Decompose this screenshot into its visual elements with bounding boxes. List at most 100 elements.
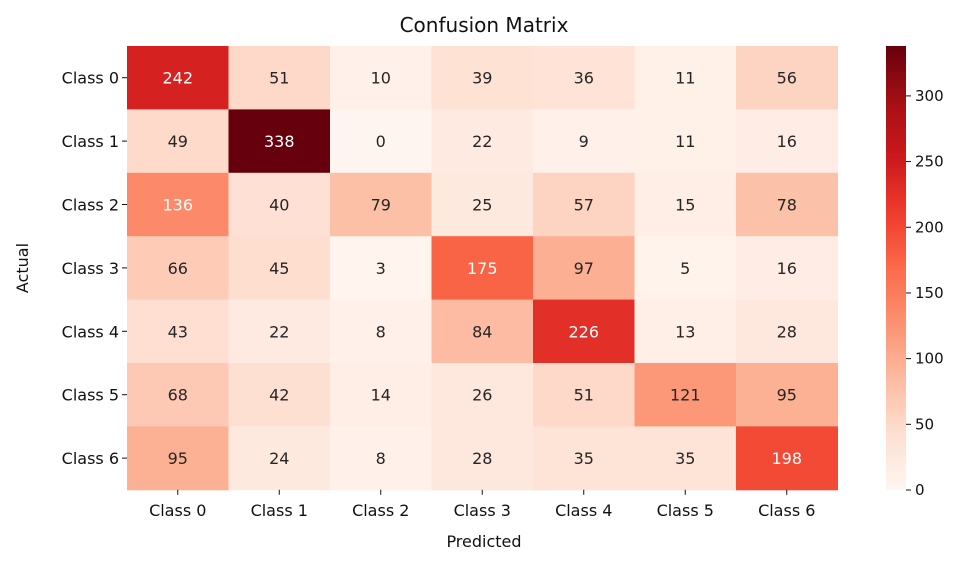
- cell-value-label: 42: [269, 386, 289, 405]
- heatmap-cell: [533, 299, 635, 364]
- heatmap-cell: [533, 363, 635, 427]
- cell-value-label: 28: [472, 449, 492, 468]
- cell-value-label: 57: [574, 196, 594, 215]
- y-tick-label: Class 2: [62, 196, 119, 215]
- cell-value-label: 95: [777, 386, 797, 405]
- y-tick-label: Class 4: [62, 322, 119, 341]
- heatmap-cell: [634, 299, 737, 364]
- cell-value-label: 49: [168, 132, 188, 151]
- y-tick-label: Class 0: [62, 69, 119, 88]
- heatmap-cell: [431, 299, 534, 364]
- heatmap-cell: [533, 236, 635, 301]
- cell-value-label: 25: [472, 196, 492, 215]
- x-axis-title: Predicted: [446, 532, 521, 551]
- colorbar-tick-label: 150: [915, 284, 944, 302]
- cell-value-label: 16: [777, 132, 797, 151]
- cell-value-label: 45: [269, 259, 289, 278]
- cell-value-label: 43: [168, 322, 188, 341]
- heatmap-cell: [228, 363, 331, 427]
- cell-value-label: 5: [680, 259, 690, 278]
- x-axis-ticks: Class 0 Class 1 Class 2 Class 3 Class 4 Class…: [149, 489, 815, 520]
- heatmap-cell: [736, 46, 838, 110]
- heatmap-cell: [431, 363, 534, 427]
- heatmap-cell: [533, 172, 635, 237]
- heatmap-cell: [736, 109, 838, 174]
- cell-value-label: 79: [371, 196, 391, 215]
- chart-title: Confusion Matrix: [400, 13, 569, 37]
- cell-value-label: 8: [376, 322, 386, 341]
- heatmap-cell: [634, 172, 737, 237]
- heatmap-cell: [431, 426, 534, 491]
- heatmap-cell: [127, 172, 229, 237]
- cell-value-label: 39: [472, 69, 492, 88]
- cell-value-label: 121: [670, 386, 701, 405]
- cell-value-label: 175: [467, 259, 498, 278]
- heatmap-cell: [228, 172, 331, 237]
- heatmap-cell: [431, 172, 534, 237]
- heatmap-cell: [228, 426, 331, 491]
- cell-value-label: 14: [371, 386, 391, 405]
- heatmap-cell: [634, 236, 737, 301]
- cell-value-label: 9: [579, 132, 589, 151]
- cell-value-label: 56: [777, 69, 797, 88]
- heatmap-cell: [634, 426, 737, 491]
- colorbar-ticks: 0 50 100 150 200 250 300: [906, 87, 944, 499]
- cell-value-label: 242: [162, 69, 193, 88]
- heatmap-cell: [736, 299, 838, 364]
- heatmap-cell-labels: 242 51 10 39 36 11 56 49 338 0 22 9 11 16 136 40 79 25 57 1…: [162, 69, 802, 468]
- cell-value-label: 11: [675, 69, 695, 88]
- colorbar-tick-label: 0: [915, 481, 925, 499]
- cell-value-label: 28: [777, 322, 797, 341]
- cell-value-label: 78: [777, 196, 797, 215]
- heatmap-cell: [330, 236, 432, 301]
- cell-value-label: 198: [771, 449, 802, 468]
- cell-value-label: 10: [371, 69, 391, 88]
- heatmap-cell: [127, 363, 229, 427]
- cell-value-label: 95: [168, 449, 188, 468]
- heatmap-cell: [533, 46, 635, 110]
- heatmap-cell: [533, 426, 635, 491]
- cell-value-label: 3: [376, 259, 386, 278]
- cell-value-label: 226: [568, 322, 599, 341]
- colorbar-tick-label: 50: [915, 415, 934, 433]
- heatmap-cell: [431, 236, 534, 301]
- cell-value-label: 0: [376, 132, 386, 151]
- colorbar-tick-label: 250: [915, 153, 944, 171]
- cell-value-label: 13: [675, 322, 695, 341]
- cell-value-label: 8: [376, 449, 386, 468]
- x-tick-label: Class 5: [657, 501, 714, 520]
- heatmap-cell: [127, 426, 229, 491]
- heatmap-cell: [736, 363, 838, 427]
- cell-value-label: 11: [675, 132, 695, 151]
- heatmap-cell: [228, 109, 331, 174]
- cell-value-label: 22: [472, 132, 492, 151]
- cell-value-label: 24: [269, 449, 289, 468]
- colorbar-tick-label: 200: [915, 218, 944, 236]
- cell-value-label: 35: [675, 449, 695, 468]
- y-axis-ticks: Class 0 Class 1 Class 2 Class 3 Class 4 Class…: [62, 69, 127, 468]
- cell-value-label: 66: [168, 259, 188, 278]
- cell-value-label: 97: [574, 259, 594, 278]
- heatmap-cell: [634, 109, 737, 174]
- cell-value-label: 16: [777, 259, 797, 278]
- y-tick-label: Class 3: [62, 259, 119, 278]
- heatmap-cell: [736, 172, 838, 237]
- heatmap-cell: [127, 109, 229, 174]
- x-tick-label: Class 1: [251, 501, 308, 520]
- y-tick-label: Class 1: [62, 132, 119, 151]
- cell-value-label: 51: [269, 69, 289, 88]
- heatmap-cell: [330, 172, 432, 237]
- x-tick-label: Class 4: [555, 501, 612, 520]
- heatmap-cell: [330, 46, 432, 110]
- colorbar-tick-label: 300: [915, 87, 944, 105]
- heatmap-cell: [736, 426, 838, 491]
- heatmap-cells: [127, 46, 838, 491]
- heatmap-cell: [330, 363, 432, 427]
- heatmap-cell: [330, 426, 432, 491]
- cell-value-label: 36: [574, 69, 594, 88]
- colorbar: [886, 46, 906, 490]
- heatmap-cell: [127, 46, 229, 110]
- x-tick-label: Class 6: [758, 501, 815, 520]
- cell-value-label: 35: [574, 449, 594, 468]
